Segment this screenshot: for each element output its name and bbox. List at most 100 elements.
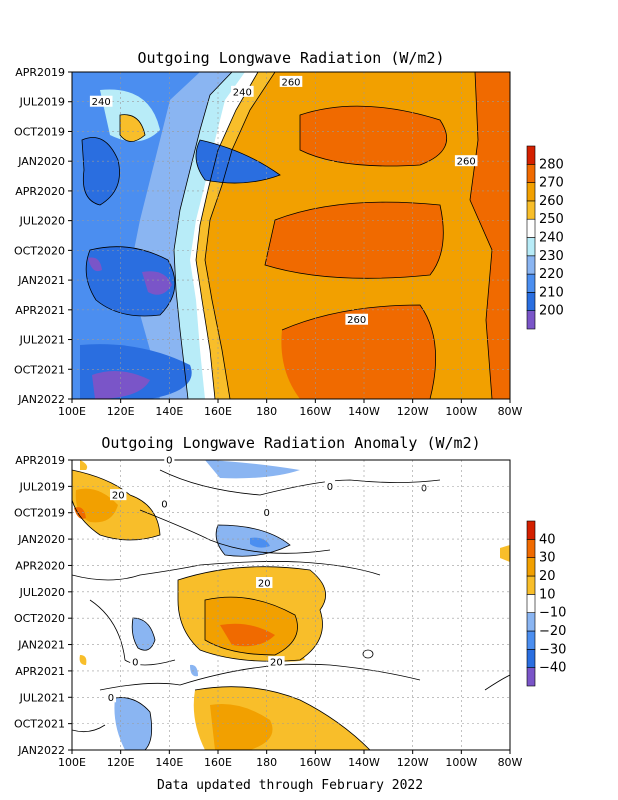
top-plot-frame bbox=[71, 71, 511, 400]
colorbar-swatch bbox=[526, 237, 536, 257]
contour-label: 240 bbox=[233, 87, 252, 98]
colorbar-label: −40 bbox=[539, 661, 566, 676]
y-tick-label: APR2020 bbox=[15, 559, 65, 572]
x-tick-label: 120E bbox=[107, 756, 135, 769]
colorbar-swatch bbox=[526, 182, 536, 202]
colorbar-label: 230 bbox=[539, 249, 564, 264]
x-tick-label: 160W bbox=[299, 405, 331, 418]
colorbar-label: 10 bbox=[539, 587, 556, 602]
colorbar-swatch bbox=[526, 218, 536, 238]
colorbar-label: 30 bbox=[539, 551, 556, 566]
y-tick-label: OCT2019 bbox=[14, 125, 65, 138]
y-tick-label: JUL2019 bbox=[19, 480, 65, 493]
colorbar-swatch bbox=[526, 164, 536, 183]
y-tick-label: APR2020 bbox=[15, 185, 65, 198]
contour-label: 0 bbox=[327, 482, 333, 493]
x-tick-label: 100W bbox=[445, 405, 477, 418]
colorbar-swatch bbox=[526, 255, 536, 275]
y-tick-label: OCT2020 bbox=[14, 612, 65, 625]
bottom-axes: 100E 120E 140E 160E 180 160W 140W 120W 100W 80W AP… bbox=[14, 454, 523, 769]
contour-label-bg bbox=[256, 577, 273, 589]
contour-label-bg bbox=[268, 656, 285, 668]
x-tick-label: 100E bbox=[58, 405, 86, 418]
contour-label-bg bbox=[231, 85, 254, 97]
colorbar-label: 220 bbox=[539, 267, 564, 282]
contour-label: 260 bbox=[347, 315, 366, 326]
contour-label-bg bbox=[345, 313, 368, 325]
colorbar-label: −20 bbox=[539, 624, 566, 639]
top-plot-field bbox=[72, 72, 510, 399]
x-tick-label: 160W bbox=[299, 756, 331, 769]
y-tick-label: JUL2020 bbox=[19, 215, 65, 228]
y-tick-label: APR2019 bbox=[15, 66, 65, 79]
contour-label-bg bbox=[279, 75, 303, 87]
colorbar-label: 240 bbox=[539, 231, 564, 246]
contour-label-bg bbox=[261, 506, 272, 518]
x-tick-label: 80W bbox=[498, 405, 523, 418]
y-tick-label: JAN2021 bbox=[17, 274, 65, 287]
bottom-chart-title: Outgoing Longwave Radiation Anomaly (W/m… bbox=[101, 434, 480, 452]
y-tick-label: JUL2020 bbox=[19, 586, 65, 599]
colorbar-label: 20 bbox=[539, 569, 556, 584]
y-tick-label: APR2021 bbox=[15, 304, 65, 317]
colorbar-label: 280 bbox=[539, 157, 564, 172]
colorbar-swatch bbox=[526, 667, 536, 687]
top-colorbar: 200 210 220 230 240 250 260 270 280 bbox=[526, 145, 564, 330]
contour-label: 0 bbox=[132, 658, 138, 669]
contour-label-bg bbox=[164, 454, 175, 465]
bottom-contour-labels: 20 20 20 0 0 0 0 0 0 bbox=[105, 454, 336, 704]
bottom-grid bbox=[72, 460, 510, 750]
bottom-plot-field bbox=[72, 460, 510, 750]
y-tick-label: JAN2020 bbox=[17, 155, 65, 168]
x-tick-label: 120W bbox=[397, 405, 429, 418]
contour-label-bg bbox=[130, 656, 141, 668]
colorbar-swatch bbox=[526, 630, 536, 650]
colorbar-swatch bbox=[526, 594, 536, 613]
contour-label: 0 bbox=[108, 693, 114, 704]
x-tick-label: 140W bbox=[348, 405, 380, 418]
y-tick-label: OCT2021 bbox=[14, 363, 65, 376]
colorbar-swatch bbox=[526, 539, 536, 558]
contour-label: 20 bbox=[270, 658, 283, 669]
colorbar-swatch bbox=[526, 200, 536, 220]
contour-label: 260 bbox=[281, 77, 300, 88]
contour-label: 0 bbox=[263, 508, 269, 519]
x-tick-label: 160E bbox=[204, 405, 232, 418]
y-tick-label: JAN2022 bbox=[17, 744, 65, 757]
colorbar-label: −30 bbox=[539, 642, 566, 657]
colorbar-swatch bbox=[526, 520, 536, 540]
contour-label: 20 bbox=[258, 579, 271, 590]
y-tick-label: OCT2021 bbox=[14, 718, 65, 731]
x-tick-label: 140E bbox=[155, 405, 183, 418]
top-grid bbox=[72, 72, 510, 399]
y-tick-label: JUL2021 bbox=[19, 691, 65, 704]
y-tick-label: OCT2019 bbox=[14, 507, 65, 520]
y-tick-label: JAN2020 bbox=[17, 533, 65, 546]
x-tick-label: 180 bbox=[256, 756, 277, 769]
y-tick-label: JAN2022 bbox=[17, 393, 65, 406]
colorbar-label: 40 bbox=[539, 532, 556, 547]
colorbar-label: 260 bbox=[539, 194, 564, 209]
colorbar-swatch bbox=[526, 145, 536, 165]
x-tick-label: 100E bbox=[58, 756, 86, 769]
colorbar-label: 200 bbox=[539, 304, 564, 319]
colorbar-swatch bbox=[526, 612, 536, 632]
x-tick-label: 180 bbox=[256, 405, 277, 418]
y-tick-label: OCT2020 bbox=[14, 244, 65, 257]
footer-note: Data updated through February 2022 bbox=[157, 778, 423, 793]
contour-label: 20 bbox=[112, 491, 125, 502]
bottom-colorbar: −40 −30 −20 −10 10 20 30 40 bbox=[526, 520, 566, 687]
y-tick-label: JUL2021 bbox=[19, 334, 65, 347]
colorbar-swatch bbox=[526, 310, 536, 330]
colorbar-label: 210 bbox=[539, 285, 564, 300]
contour-label-bg bbox=[110, 489, 127, 501]
y-tick-label: JAN2021 bbox=[17, 639, 65, 652]
colorbar-swatch bbox=[526, 557, 536, 577]
contour-label-bg bbox=[89, 95, 113, 107]
x-tick-label: 140W bbox=[348, 756, 380, 769]
colorbar-swatch bbox=[526, 575, 536, 595]
top-chart-title: Outgoing Longwave Radiation (W/m2) bbox=[137, 49, 444, 67]
y-tick-label: JUL2019 bbox=[19, 96, 65, 109]
y-tick-label: APR2021 bbox=[15, 665, 65, 678]
